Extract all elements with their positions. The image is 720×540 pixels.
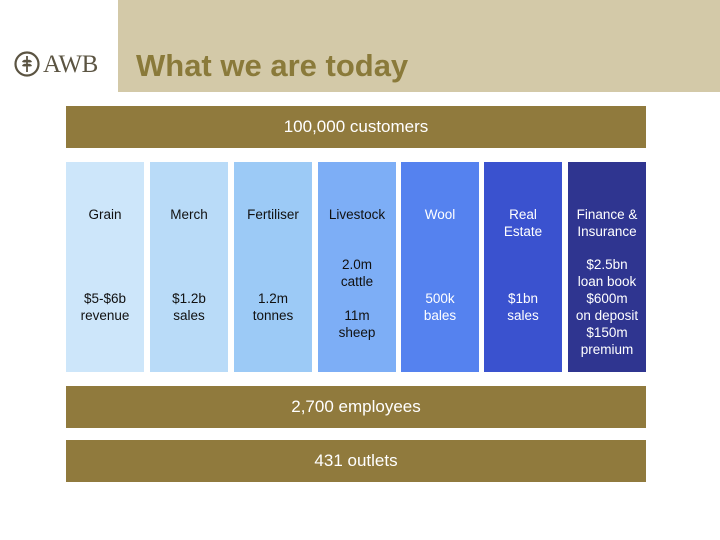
column-finance-insurance: Finance & Insurance $2.5bn loan book $60… xyxy=(568,162,646,372)
column-name: Grain xyxy=(88,207,122,222)
column-name: Fertiliser xyxy=(247,207,299,222)
column-fertiliser: Fertiliser 1.2m tonnes xyxy=(234,162,312,372)
outlets-bar: 431 outlets xyxy=(66,440,646,482)
column-livestock: Livestock 2.0m cattle 11m sheep xyxy=(318,162,396,372)
column-name: Livestock xyxy=(328,207,386,222)
column-value: 500k bales xyxy=(423,291,457,323)
awb-logo: AWB xyxy=(14,51,98,77)
column-name: Finance & Insurance xyxy=(576,207,638,239)
column-value: $1.2b sales xyxy=(172,291,206,323)
column-name: Merch xyxy=(170,207,208,222)
logo-panel xyxy=(0,0,118,92)
column-name: Wool xyxy=(424,207,456,222)
column-grain: Grain $5-$6b revenue xyxy=(66,162,144,372)
column-value-sheep: 11m sheep xyxy=(338,308,376,340)
column-value-cattle: 2.0m cattle xyxy=(340,257,374,289)
column-real-estate: Real Estate $1bn sales xyxy=(484,162,562,372)
column-value: $1bn sales xyxy=(507,291,539,323)
column-value: $5-$6b revenue xyxy=(80,291,130,323)
logo-wordmark: AWB xyxy=(43,50,98,78)
column-wool: Wool 500k bales xyxy=(401,162,479,372)
column-merch: Merch $1.2b sales xyxy=(150,162,228,372)
page-title: What we are today xyxy=(136,48,409,83)
column-value: 1.2m tonnes xyxy=(252,291,294,323)
wheat-emblem-icon xyxy=(14,51,40,77)
column-name: Real Estate xyxy=(503,207,543,239)
customers-bar: 100,000 customers xyxy=(66,106,646,148)
header-band xyxy=(118,0,720,92)
employees-bar: 2,700 employees xyxy=(66,386,646,428)
column-value: $2.5bn loan book $600m on deposit $150m … xyxy=(575,257,639,357)
